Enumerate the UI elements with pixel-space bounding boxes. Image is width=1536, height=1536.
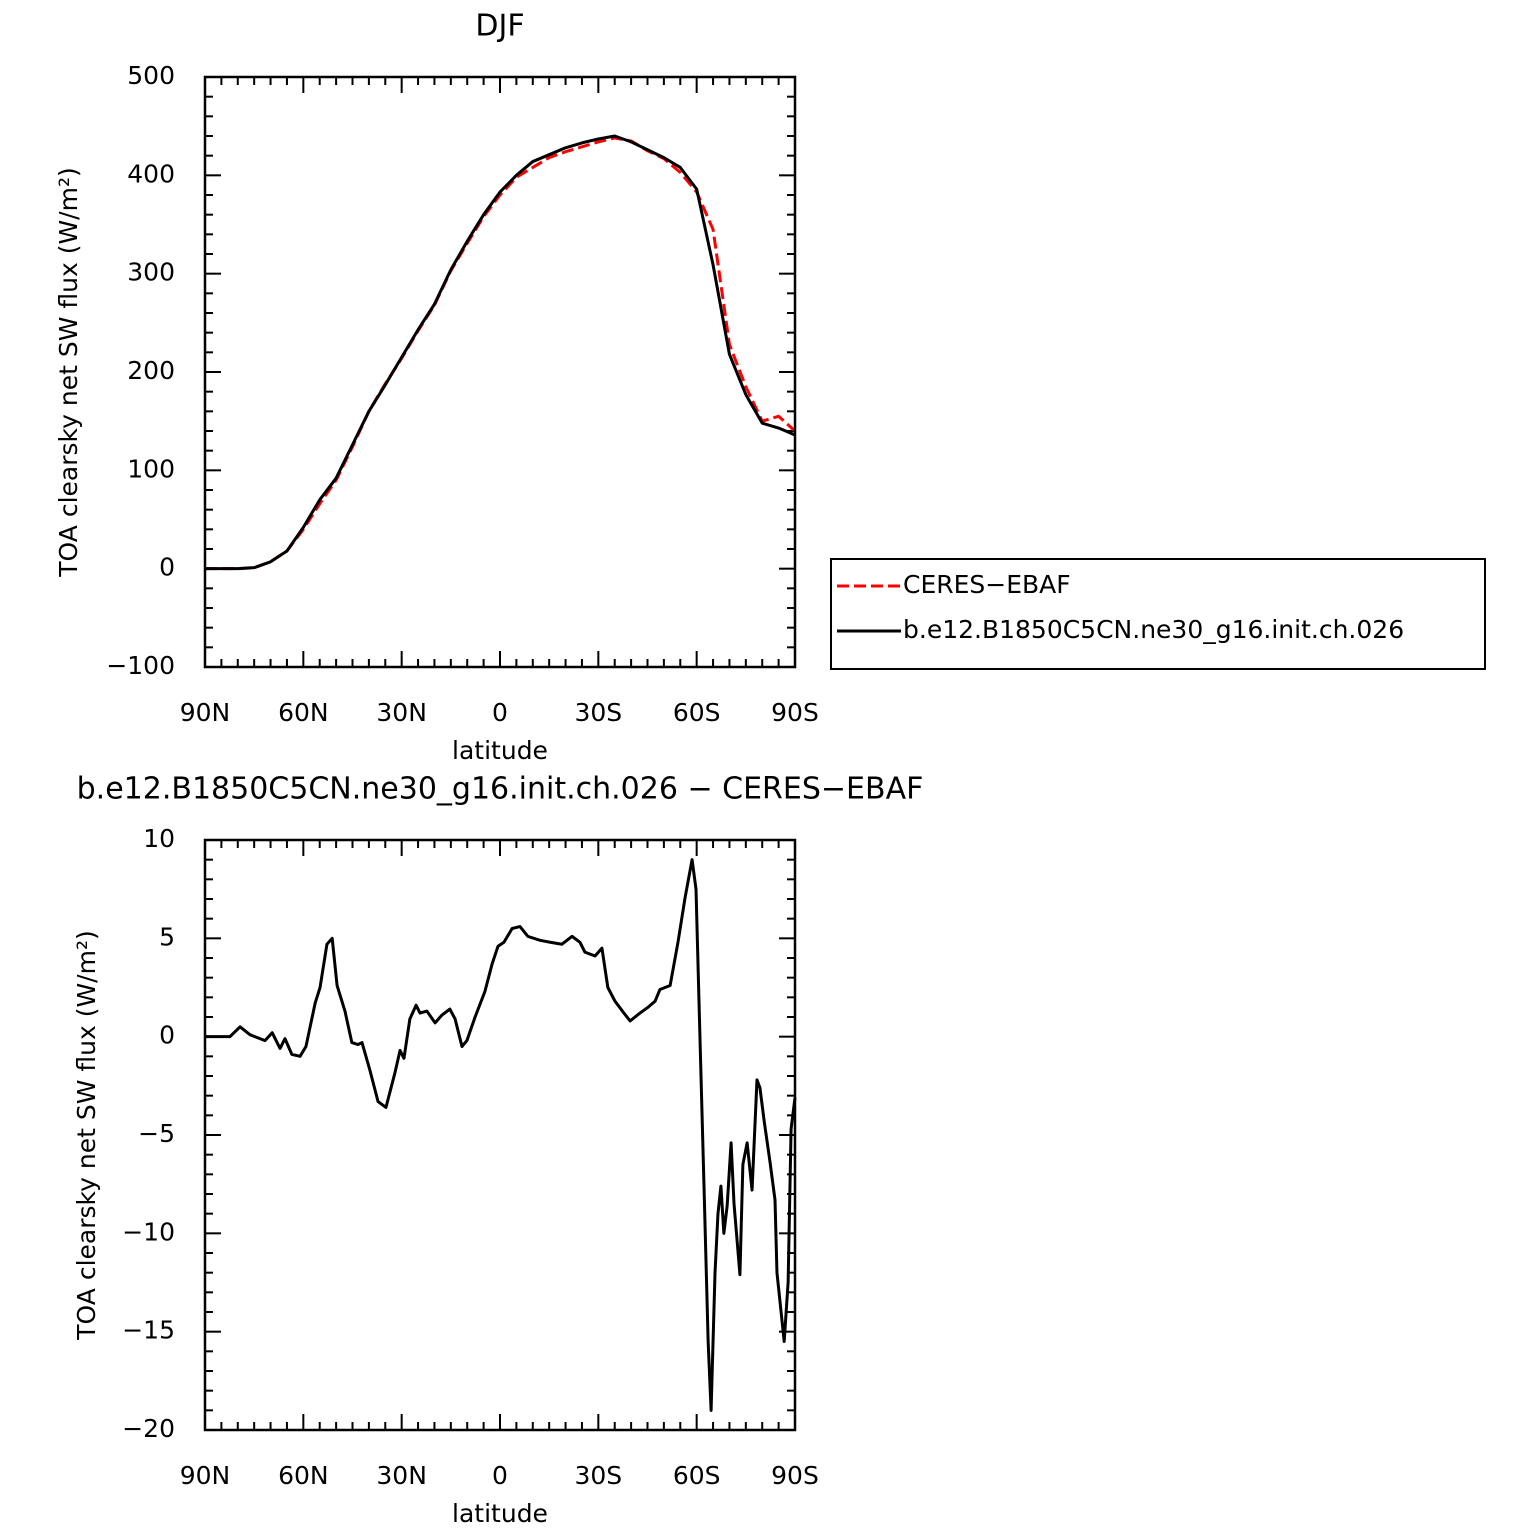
y-tick-label: 200	[127, 356, 175, 385]
x-tick-label: 60N	[278, 1461, 329, 1490]
y-tick-label: −100	[106, 651, 175, 680]
x-tick-label: 90N	[180, 1461, 231, 1490]
legend-box	[830, 558, 1486, 670]
y-tick-label: −20	[122, 1414, 175, 1443]
y-axis-label: TOA clearsky net SW flux (W/m²)	[54, 167, 83, 577]
x-tick-label: 60S	[673, 1461, 721, 1490]
y-tick-label: 100	[127, 454, 175, 483]
y-tick-label: 300	[127, 258, 175, 287]
x-tick-label: 90N	[180, 698, 231, 727]
plot-frame	[203, 75, 797, 669]
x-axis-label: latitude	[452, 736, 548, 765]
x-tick-label: 30N	[376, 698, 427, 727]
y-tick-label: −15	[122, 1316, 175, 1345]
x-tick-label: 60S	[673, 698, 721, 727]
plot-frame	[203, 838, 797, 1432]
x-tick-label: 30S	[574, 698, 622, 727]
legend-label: b.e12.B1850C5CN.ne30_g16.init.ch.026	[903, 615, 1404, 644]
data-line	[205, 134, 796, 571]
x-tick-label: 90S	[771, 698, 819, 727]
y-tick-label: 500	[127, 61, 175, 90]
chart-title: DJF	[475, 9, 524, 44]
chart-title: b.e12.B1850C5CN.ne30_g16.init.ch.026 − C…	[77, 772, 924, 807]
y-tick-label: 10	[143, 824, 175, 853]
y-tick-label: −10	[122, 1217, 175, 1246]
y-tick-label: −5	[138, 1119, 175, 1148]
x-tick-label: 30N	[376, 1461, 427, 1490]
x-tick-label: 90S	[771, 1461, 819, 1490]
x-tick-label: 30S	[574, 1461, 622, 1490]
y-axis-label: TOA clearsky net SW flux (W/m²)	[72, 930, 101, 1340]
x-tick-label: 0	[492, 698, 508, 727]
y-tick-label: 0	[159, 1021, 175, 1050]
y-tick-label: 0	[159, 553, 175, 582]
x-axis-label: latitude	[452, 1499, 548, 1528]
data-line	[205, 136, 797, 571]
y-tick-label: 400	[127, 159, 175, 188]
legend-label: CERES−EBAF	[903, 570, 1071, 599]
x-tick-label: 60N	[278, 698, 329, 727]
data-line	[205, 858, 797, 1412]
y-tick-label: 5	[159, 922, 175, 951]
x-tick-label: 0	[492, 1461, 508, 1490]
